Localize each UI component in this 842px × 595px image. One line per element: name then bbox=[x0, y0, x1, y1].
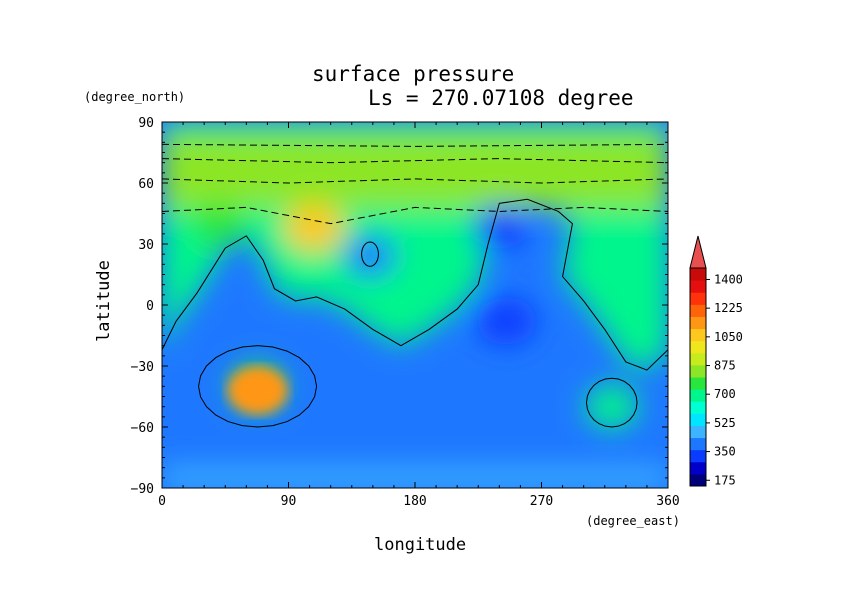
colorbar-swatch bbox=[690, 389, 706, 402]
colorbar-swatch bbox=[690, 364, 706, 378]
x-axis-units: (degree_east) bbox=[586, 514, 680, 528]
field-feature bbox=[473, 205, 526, 250]
contour-basin-east bbox=[585, 377, 638, 428]
contour-north-4 bbox=[162, 143, 668, 147]
colorbar-swatch bbox=[690, 268, 706, 281]
x-tick-label: 180 bbox=[403, 494, 426, 509]
colorbar-swatch bbox=[690, 328, 706, 342]
colorbar-label: 175 bbox=[714, 473, 736, 487]
colorbar-swatch bbox=[690, 437, 706, 451]
y-tick-label: 60 bbox=[138, 177, 154, 192]
colorbar-extend-arrow bbox=[689, 235, 707, 269]
y-tick-label: −30 bbox=[131, 360, 154, 375]
y-tick-label: 0 bbox=[146, 299, 154, 314]
y-tick-label: −90 bbox=[131, 482, 154, 497]
colorbar-label: 525 bbox=[714, 416, 736, 430]
contour-north-1 bbox=[162, 206, 668, 225]
colorbar-swatch bbox=[690, 316, 706, 330]
y-tick-label: 30 bbox=[138, 238, 154, 253]
colorbar-label: 1050 bbox=[714, 330, 743, 344]
x-axis-label: longitude bbox=[374, 535, 467, 555]
chart-title: surface pressure bbox=[312, 62, 515, 86]
y-tick-label: 90 bbox=[138, 116, 154, 131]
colorbar-swatch bbox=[690, 292, 706, 305]
colorbar-swatch bbox=[690, 304, 706, 317]
colorbar-swatch bbox=[690, 413, 706, 426]
colorbar-swatch bbox=[690, 340, 706, 354]
field-feature bbox=[283, 203, 344, 252]
colorbar-swatch bbox=[690, 461, 706, 475]
colorbar-label: 1400 bbox=[714, 272, 743, 286]
colorbar-label: 700 bbox=[714, 387, 736, 401]
x-tick-label: 270 bbox=[530, 494, 553, 509]
y-tick-label: −60 bbox=[131, 421, 154, 436]
colorbar-swatch bbox=[690, 352, 706, 366]
contour-north-2 bbox=[162, 178, 668, 184]
colorbar-swatch bbox=[690, 377, 706, 390]
y-axis-units: (degree_north) bbox=[84, 90, 186, 104]
contour-lines bbox=[162, 143, 668, 428]
colorbar-swatch bbox=[690, 425, 706, 439]
axes: 0 90 180 270 360 90 60 30 0 −30 −60 −90 bbox=[131, 116, 680, 509]
contour-small bbox=[361, 241, 379, 267]
field-feature bbox=[585, 384, 638, 429]
x-tick-label: 90 bbox=[281, 494, 297, 509]
field-feature bbox=[192, 201, 245, 246]
field-feature bbox=[227, 366, 288, 415]
colorbar-swatch bbox=[690, 280, 706, 293]
x-tick-label: 0 bbox=[158, 494, 166, 509]
colorbar-frame bbox=[689, 267, 707, 487]
colorbar-swatch bbox=[690, 449, 706, 463]
contour-north-3 bbox=[162, 158, 668, 164]
colorbar-swatch bbox=[690, 401, 706, 414]
x-tick-label: 360 bbox=[656, 494, 679, 509]
chart-subtitle: Ls = 270.07108 degree bbox=[368, 86, 634, 110]
field-feature bbox=[476, 297, 537, 346]
field-detail bbox=[227, 366, 288, 415]
contour-basin-south bbox=[198, 345, 318, 428]
colorbar-swatch bbox=[690, 473, 706, 487]
colorbar: 1400 1225 1050 875 700 525 350 175 bbox=[689, 235, 743, 487]
heatmap-field bbox=[162, 122, 668, 488]
colorbar-label: 875 bbox=[714, 359, 736, 373]
colorbar-label: 1225 bbox=[714, 301, 743, 315]
field-feature bbox=[344, 234, 397, 279]
colorbar-label: 350 bbox=[714, 445, 736, 459]
contour-dichotomy bbox=[162, 198, 668, 371]
